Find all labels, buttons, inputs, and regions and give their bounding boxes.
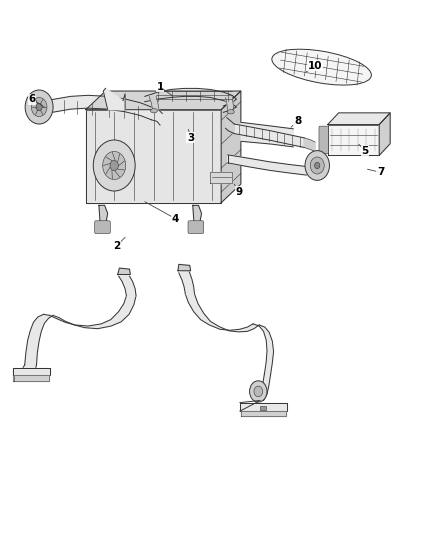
- Polygon shape: [256, 374, 271, 400]
- Polygon shape: [221, 91, 241, 203]
- Ellipse shape: [227, 110, 234, 114]
- Polygon shape: [151, 107, 162, 125]
- Text: 8: 8: [294, 116, 301, 126]
- FancyBboxPatch shape: [319, 126, 328, 154]
- Polygon shape: [14, 375, 49, 381]
- Circle shape: [31, 98, 47, 117]
- Ellipse shape: [150, 109, 157, 113]
- Text: 9: 9: [235, 187, 242, 197]
- Circle shape: [314, 163, 320, 168]
- Circle shape: [250, 381, 267, 402]
- Polygon shape: [149, 96, 159, 110]
- Text: 5: 5: [362, 146, 369, 156]
- Polygon shape: [379, 113, 390, 156]
- Polygon shape: [43, 296, 136, 329]
- Circle shape: [25, 90, 53, 124]
- Text: 7: 7: [377, 167, 384, 177]
- Polygon shape: [226, 96, 234, 111]
- Ellipse shape: [272, 49, 371, 85]
- Polygon shape: [328, 125, 379, 156]
- FancyBboxPatch shape: [188, 221, 204, 233]
- Polygon shape: [185, 294, 259, 332]
- Polygon shape: [241, 123, 293, 147]
- Text: 1: 1: [156, 82, 164, 92]
- Polygon shape: [253, 324, 274, 375]
- Polygon shape: [20, 365, 36, 370]
- Polygon shape: [328, 113, 390, 125]
- Polygon shape: [99, 205, 108, 225]
- Polygon shape: [25, 314, 53, 365]
- Polygon shape: [228, 155, 306, 175]
- Polygon shape: [179, 272, 194, 294]
- Polygon shape: [210, 172, 232, 182]
- Polygon shape: [304, 138, 315, 152]
- Polygon shape: [119, 276, 136, 296]
- Polygon shape: [118, 268, 131, 274]
- Polygon shape: [13, 368, 49, 375]
- Circle shape: [305, 151, 329, 180]
- Polygon shape: [226, 118, 234, 134]
- Polygon shape: [13, 368, 14, 381]
- Circle shape: [310, 157, 324, 174]
- Circle shape: [93, 140, 135, 191]
- Polygon shape: [241, 410, 286, 416]
- Text: 3: 3: [187, 133, 194, 143]
- Circle shape: [110, 160, 118, 171]
- Polygon shape: [86, 110, 221, 203]
- Circle shape: [254, 386, 263, 397]
- Text: 4: 4: [172, 214, 179, 224]
- Polygon shape: [52, 95, 151, 120]
- Polygon shape: [103, 88, 125, 110]
- Circle shape: [36, 103, 42, 111]
- Text: 6: 6: [28, 94, 36, 104]
- Polygon shape: [234, 124, 304, 148]
- Bar: [261, 406, 266, 410]
- Polygon shape: [193, 205, 201, 225]
- Circle shape: [102, 151, 126, 180]
- Polygon shape: [240, 402, 287, 411]
- FancyBboxPatch shape: [95, 221, 110, 233]
- Polygon shape: [145, 88, 237, 112]
- Text: 10: 10: [308, 61, 322, 70]
- Polygon shape: [178, 264, 191, 271]
- Polygon shape: [86, 91, 241, 110]
- Text: 2: 2: [113, 241, 120, 251]
